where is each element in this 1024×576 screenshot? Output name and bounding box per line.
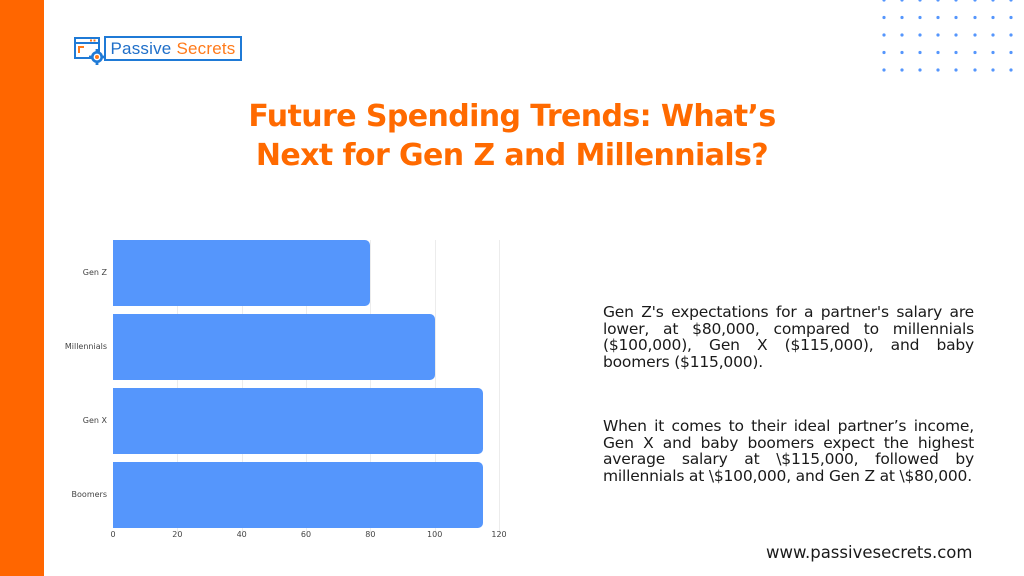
title-line-2: Next for Gen Z and Millennials? xyxy=(255,138,769,173)
bar-millennials xyxy=(113,314,435,380)
x-tick-label: 60 xyxy=(300,530,312,539)
x-tick-label: 20 xyxy=(172,530,183,539)
y-axis-label: Boomers xyxy=(71,490,107,499)
paragraph-ideal-income: When it comes to their ideal partner’s i… xyxy=(603,417,974,485)
x-tick-label: 120 xyxy=(491,530,507,539)
brand-name-part2: Secrets xyxy=(176,38,236,58)
brand-name: Passive Secrets xyxy=(104,36,242,61)
browser-gear-icon xyxy=(74,37,105,65)
dot-grid-decoration xyxy=(882,0,1013,72)
title-line-1: Future Spending Trends: What’s xyxy=(248,99,776,134)
bar-gen-x xyxy=(113,388,483,454)
gridline xyxy=(241,240,243,535)
gridline xyxy=(177,240,179,535)
x-tick-label: 100 xyxy=(427,530,443,539)
y-axis-label: Gen X xyxy=(82,416,107,425)
bar-chart: Gen Z Millennials Gen X Boomers 0 20 40 60 80 10… xyxy=(50,230,520,550)
x-tick-label: 0 xyxy=(110,530,116,539)
bar-boomers xyxy=(113,462,483,528)
brand-name-part1: Passive xyxy=(110,38,172,58)
gridline xyxy=(370,240,372,535)
logo xyxy=(74,37,108,69)
gridline xyxy=(499,240,500,535)
x-tick-label: 40 xyxy=(236,530,247,539)
paragraph-salary-expectations: Gen Z's expectations for a partner's sal… xyxy=(603,303,974,371)
gridline xyxy=(434,240,436,535)
chart-plot-area xyxy=(113,240,500,535)
y-axis-label: Gen Z xyxy=(82,268,107,277)
orange-side-bar xyxy=(0,0,44,576)
y-axis-label: Millennials xyxy=(64,342,107,351)
x-tick-label: 80 xyxy=(365,530,376,539)
website-url: www.passivesecrets.com xyxy=(766,543,973,562)
gridline xyxy=(306,240,307,535)
bar-gen-z xyxy=(113,240,371,306)
page-title: Future Spending Trends: What’s Next for … xyxy=(160,97,864,175)
